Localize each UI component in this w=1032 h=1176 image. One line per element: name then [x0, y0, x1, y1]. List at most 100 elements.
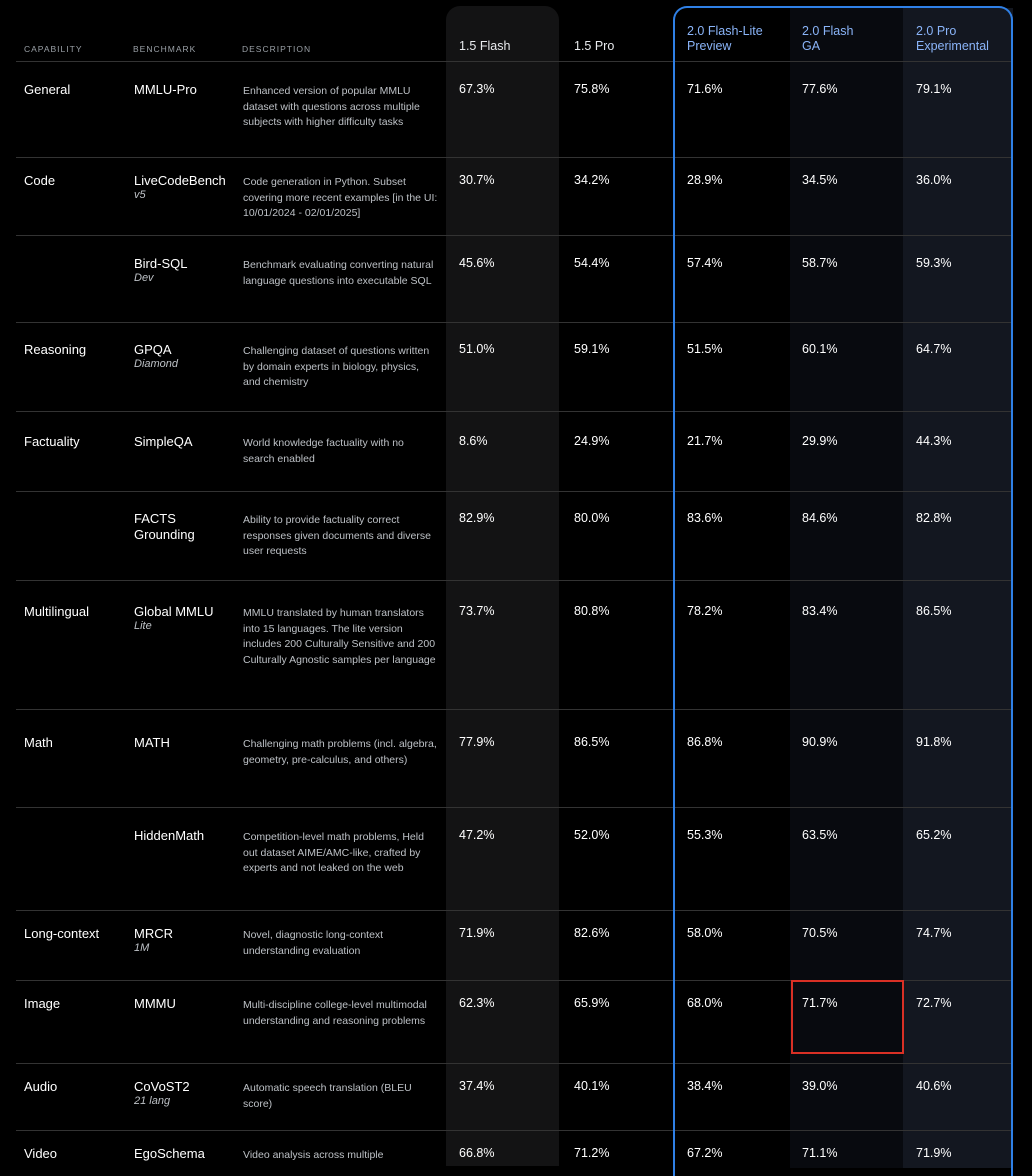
score-2-0-pro: 40.6%	[916, 1079, 952, 1093]
benchmark-name: EgoSchema	[134, 1146, 205, 1161]
score-2-0-flash-ga: 77.6%	[802, 82, 838, 96]
score-2-0-flash-ga: 60.1%	[802, 342, 838, 356]
benchmark-description: Challenging dataset of questions written…	[243, 345, 430, 388]
score-2-0-flash-lite: 28.9%	[687, 173, 723, 187]
column-bg-2-0-pro	[903, 8, 1013, 1168]
benchmark-name: Global MMLU Lite	[134, 604, 239, 632]
benchmark-name: MATH	[134, 735, 170, 750]
score-2-0-pro: 74.7%	[916, 926, 952, 940]
capability-label: Video	[24, 1146, 58, 1161]
score-2-0-pro: 36.0%	[916, 173, 952, 187]
benchmark-description: Video analysis across multiple	[243, 1149, 384, 1161]
benchmark-description: Ability to provide factuality correct re…	[243, 514, 431, 557]
benchmark-name: LiveCodeBench v5	[134, 173, 239, 201]
score-1-5-flash: 66.8%	[459, 1146, 495, 1160]
score-1-5-pro: 65.9%	[574, 996, 610, 1010]
benchmark-name: GPQA Diamond	[134, 342, 239, 370]
score-2-0-pro: 64.7%	[916, 342, 952, 356]
divider	[16, 980, 1012, 981]
capability-label: General	[24, 82, 71, 97]
divider	[16, 157, 1012, 158]
column-bg-1-5-flash	[446, 6, 559, 1166]
score-2-0-pro: 86.5%	[916, 604, 952, 618]
score-1-5-flash: 82.9%	[459, 511, 495, 525]
capability-label: Math	[24, 735, 53, 750]
benchmark-name: HiddenMath	[134, 828, 205, 843]
score-1-5-pro: 86.5%	[574, 735, 610, 749]
score-2-0-flash-ga: 70.5%	[802, 926, 838, 940]
header-description: DESCRIPTION	[242, 44, 312, 54]
divider	[16, 235, 1012, 236]
score-2-0-pro: 71.9%	[916, 1146, 952, 1160]
capability-label: Long-context	[24, 926, 100, 941]
divider	[16, 1130, 1012, 1131]
score-2-0-flash-ga: 39.0%	[802, 1079, 838, 1093]
score-1-5-pro: 34.2%	[574, 173, 610, 187]
score-2-0-pro: 79.1%	[916, 82, 952, 96]
score-2-0-pro: 72.7%	[916, 996, 952, 1010]
score-2-0-flash-lite: 38.4%	[687, 1079, 723, 1093]
score-1-5-flash: 71.9%	[459, 926, 495, 940]
score-1-5-pro: 54.4%	[574, 256, 610, 270]
score-1-5-pro: 40.1%	[574, 1079, 610, 1093]
score-1-5-flash: 77.9%	[459, 735, 495, 749]
benchmark-name: CoVoST2 21 lang	[134, 1079, 239, 1107]
score-2-0-flash-ga: 71.7%	[802, 996, 838, 1010]
header-model-2-0-flash-lite: 2.0 Flash-Lite Preview	[687, 24, 763, 53]
divider	[16, 411, 1012, 412]
benchmark-variant: Lite	[134, 620, 152, 632]
benchmark-variant: Diamond	[134, 358, 179, 370]
score-2-0-pro: 44.3%	[916, 434, 952, 448]
score-2-0-flash-lite: 86.8%	[687, 735, 723, 749]
divider	[16, 709, 1012, 710]
divider	[16, 322, 1012, 323]
benchmark-description: MMLU translated by human translators int…	[243, 607, 436, 666]
score-1-5-pro: 71.2%	[574, 1146, 610, 1160]
score-1-5-flash: 8.6%	[459, 434, 488, 448]
score-1-5-pro: 52.0%	[574, 828, 610, 842]
score-2-0-flash-ga: 58.7%	[802, 256, 838, 270]
benchmark-description: Benchmark evaluating converting natural …	[243, 259, 434, 287]
score-2-0-pro: 59.3%	[916, 256, 952, 270]
column-bg-2-0-flash-ga	[790, 8, 903, 1168]
score-2-0-pro: 82.8%	[916, 511, 952, 525]
capability-label: Audio	[24, 1079, 58, 1094]
score-1-5-flash: 73.7%	[459, 604, 495, 618]
benchmark-description: Enhanced version of popular MMLU dataset…	[243, 85, 420, 128]
benchmark-variant: v5	[134, 189, 146, 201]
score-2-0-flash-ga: 90.9%	[802, 735, 838, 749]
score-1-5-pro: 82.6%	[574, 926, 610, 940]
score-2-0-flash-lite: 83.6%	[687, 511, 723, 525]
header-model-1-5-flash: 1.5 Flash	[459, 39, 511, 53]
capability-label: Code	[24, 173, 56, 188]
score-1-5-pro: 80.0%	[574, 511, 610, 525]
score-2-0-flash-lite: 71.6%	[687, 82, 723, 96]
score-1-5-flash: 47.2%	[459, 828, 495, 842]
benchmark-description: Automatic speech translation (BLEU score…	[243, 1082, 412, 1110]
score-1-5-flash: 51.0%	[459, 342, 495, 356]
score-1-5-flash: 37.4%	[459, 1079, 495, 1093]
divider	[16, 910, 1012, 911]
score-2-0-flash-lite: 21.7%	[687, 434, 723, 448]
capability-label: Reasoning	[24, 342, 87, 357]
score-2-0-flash-lite: 78.2%	[687, 604, 723, 618]
benchmark-description: Code generation in Python. Subset coveri…	[243, 176, 438, 219]
capability-label: Image	[24, 996, 61, 1011]
score-2-0-flash-lite: 51.5%	[687, 342, 723, 356]
score-2-0-flash-ga: 71.1%	[802, 1146, 838, 1160]
benchmark-name: Bird-SQL Dev	[134, 256, 239, 284]
benchmark-name: MMMU	[134, 996, 176, 1011]
header-model-2-0-pro: 2.0 Pro Experimental	[916, 24, 989, 53]
divider	[16, 491, 1012, 492]
benchmark-description: Multi-discipline college-level multimoda…	[243, 999, 427, 1027]
score-2-0-flash-lite: 55.3%	[687, 828, 723, 842]
score-1-5-pro: 75.8%	[574, 82, 610, 96]
score-2-0-flash-lite: 67.2%	[687, 1146, 723, 1160]
divider	[16, 807, 1012, 808]
divider	[16, 1063, 1012, 1064]
score-1-5-pro: 80.8%	[574, 604, 610, 618]
benchmark-variant: 21 lang	[134, 1095, 171, 1107]
benchmark-description: Competition-level math problems, Held ou…	[243, 831, 424, 874]
benchmark-name: FACTS Grounding	[134, 511, 195, 542]
score-1-5-flash: 67.3%	[459, 82, 495, 96]
